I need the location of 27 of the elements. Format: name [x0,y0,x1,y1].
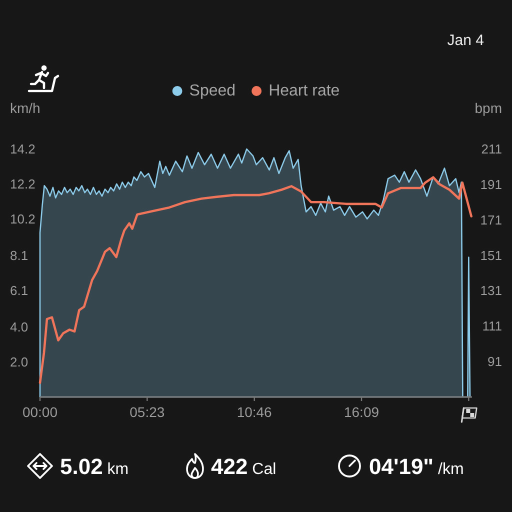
y2-tick-label: 211 [481,142,502,156]
y-tick-label: 4.0 [10,320,28,335]
y2-tick-label: 131 [480,283,502,298]
y-tick-label: 2.0 [10,354,28,370]
y-tick-label: 6.1 [10,282,28,298]
text: 422 Cal [211,454,276,479]
y-tick-label: 12.2 [10,176,36,192]
y2-tick-label: 151 [480,248,502,263]
text: 5.02 km [60,454,129,479]
y-tick-label: 8.1 [10,248,28,264]
chart-subtitle: Jan 4 [447,32,484,49]
text: 04'19" /km [369,454,464,479]
y2-tick-label: 191 [480,176,502,192]
line-series [38,176,472,384]
y-tick-label: 14.2 [10,142,36,156]
x-tick-label: 05:23 [130,404,165,420]
y2-tick-label: 171 [480,212,502,228]
y2-axis-title: bpm [474,100,502,116]
y2-tick-label: 91 [488,354,502,370]
y-axis-title: km/h [10,100,40,116]
x-tick-label: 10:46 [236,404,272,420]
y-tick-label: 10.2 [10,211,36,226]
x-tick-label: 00:00 [22,404,58,420]
x-tick-label: 16:09 [344,404,380,420]
legend-label: Speed [189,82,236,100]
y2-tick-label: 111 [482,318,502,334]
legend-label: Heart rate [268,82,340,100]
